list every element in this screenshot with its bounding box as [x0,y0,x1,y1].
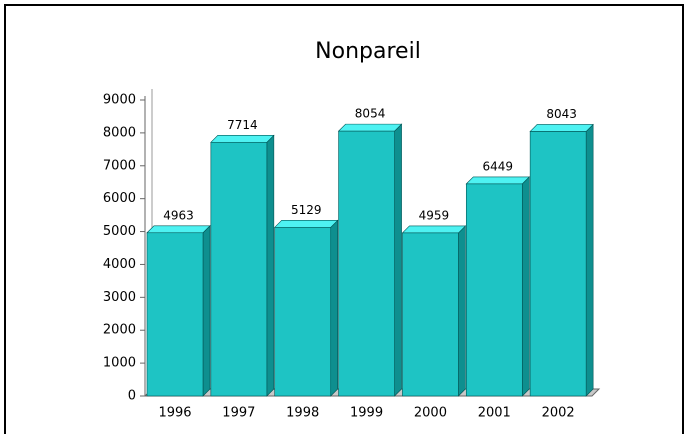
value-label: 4963 [163,208,194,222]
bar-top [529,124,594,132]
bar-side [521,176,530,397]
x-tick-label: 1998 [286,406,319,421]
bar-side [585,123,594,397]
bar [529,131,587,397]
value-label: 7714 [227,118,258,132]
bar-top [401,225,467,234]
y-tick-label: 0 [128,389,136,404]
x-tick-label: 2002 [542,406,575,421]
y-tick-label: 6000 [103,191,136,206]
bar [338,130,395,397]
bar [210,141,268,397]
bar [146,232,204,397]
y-tick-label: 9000 [103,93,136,108]
value-label: 8054 [355,107,386,121]
bar-side [458,225,466,397]
x-tick-label: 1996 [158,406,191,421]
x-tick-label: 2001 [478,406,511,421]
y-tick-label: 1000 [103,356,136,371]
y-tick-label: 7000 [103,158,136,173]
bar-side [266,134,275,397]
bar-top [210,134,275,143]
value-label: 8043 [546,107,577,121]
x-tick-label: 2000 [414,406,447,421]
bar-side [394,123,402,397]
value-label: 6449 [483,159,514,173]
bar-side [330,219,339,397]
x-tick-label: 1997 [222,406,255,421]
bar [402,232,459,397]
bar-top [273,220,339,228]
bar [465,183,523,397]
x-tick-label: 1999 [350,406,383,421]
value-label: 5129 [291,203,322,217]
bar-top [465,176,531,185]
bar-side [202,225,211,397]
bar-top [146,225,211,234]
value-label: 4959 [419,208,450,222]
y-tick-label: 5000 [103,224,136,239]
chart-title: Nonpareil [315,39,421,64]
y-tick-label: 3000 [103,290,136,305]
bar [274,227,332,397]
y-tick-label: 8000 [103,125,136,140]
y-tick-label: 2000 [103,323,136,338]
bar-top [337,123,403,132]
y-tick-label: 4000 [103,257,136,272]
